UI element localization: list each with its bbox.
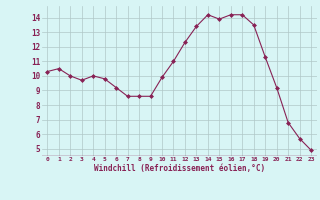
X-axis label: Windchill (Refroidissement éolien,°C): Windchill (Refroidissement éolien,°C) <box>94 164 265 173</box>
